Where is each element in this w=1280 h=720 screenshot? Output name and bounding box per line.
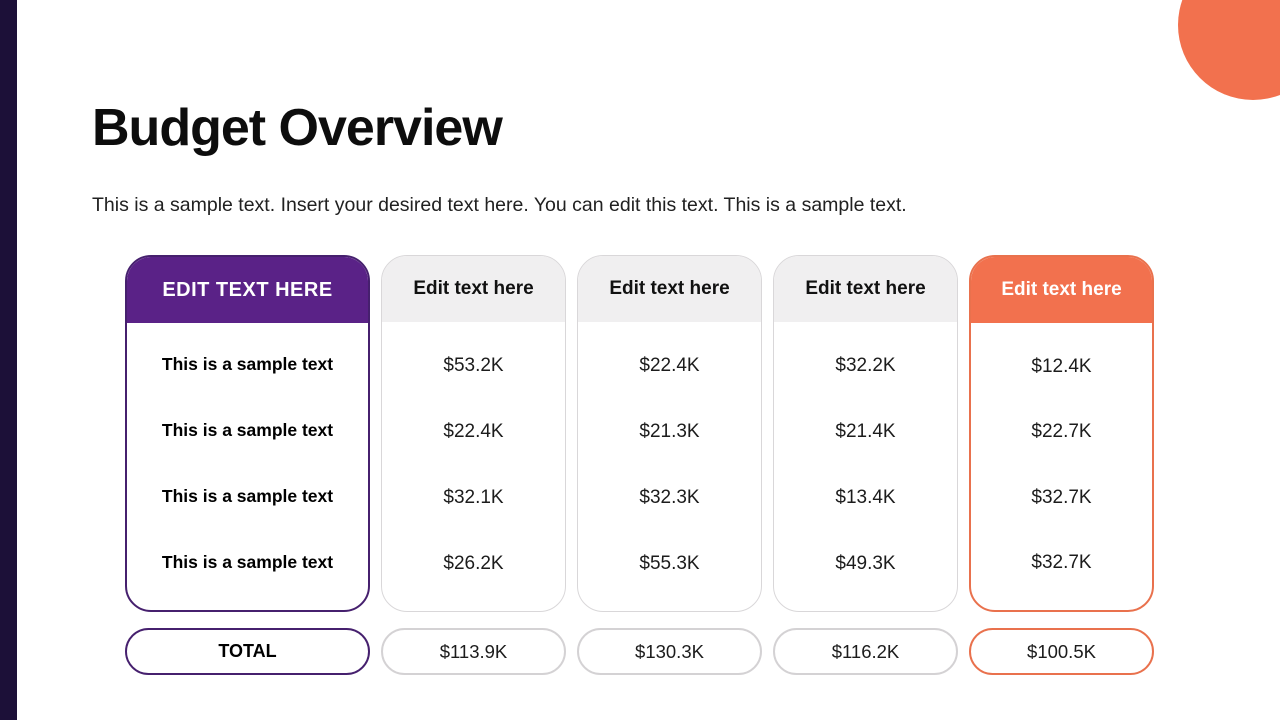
- value-cell: $55.3K: [639, 553, 700, 574]
- value-column-body: $22.4K $21.3K $32.3K $55.3K: [578, 325, 761, 611]
- total-value-pill: $100.5K: [969, 628, 1154, 675]
- label-column-body: This is a sample text This is a sample te…: [127, 323, 368, 610]
- value-column: Edit text here $32.2K $21.4K $13.4K $49.3K: [773, 255, 958, 612]
- label-cell: This is a sample text: [161, 552, 334, 573]
- budget-table: EDIT TEXT HERE This is a sample text This…: [125, 255, 1154, 675]
- value-cell: $32.7K: [1031, 486, 1092, 508]
- value-cell: $12.4K: [1031, 355, 1092, 377]
- corner-circle-decoration: [1178, 0, 1280, 100]
- page-title: Budget Overview: [92, 99, 503, 157]
- value-column: Edit text here $12.4K $22.7K $32.7K $32.7K: [969, 255, 1154, 612]
- total-value-pill: $113.9K: [381, 628, 566, 675]
- label-column-header: EDIT TEXT HERE: [127, 257, 368, 323]
- value-column-header: Edit text here: [578, 256, 761, 325]
- label-cell: This is a sample text: [161, 419, 334, 440]
- total-value-pill: $130.3K: [577, 628, 762, 675]
- value-cell: $22.7K: [1031, 421, 1092, 443]
- value-cell: $21.4K: [835, 421, 896, 442]
- total-value-pill: $116.2K: [773, 628, 958, 675]
- value-column-header: Edit text here: [774, 256, 957, 325]
- label-cell: This is a sample text: [161, 353, 334, 374]
- value-column-body: $12.4K $22.7K $32.7K $32.7K: [971, 326, 1152, 610]
- value-column-body: $32.2K $21.4K $13.4K $49.3K: [774, 325, 957, 611]
- table-totals-row: TOTAL $113.9K $130.3K $116.2K $100.5K: [125, 628, 1154, 675]
- value-cell: $32.3K: [639, 487, 700, 508]
- value-cell: $22.4K: [443, 421, 504, 442]
- value-column: Edit text here $53.2K $22.4K $32.1K $26.2K: [381, 255, 566, 612]
- value-cell: $32.2K: [835, 355, 896, 376]
- left-accent-bar: [0, 0, 17, 720]
- value-cell: $32.1K: [443, 487, 504, 508]
- slide-subtitle: This is a sample text. Insert your desir…: [92, 194, 907, 216]
- value-column-header: Edit text here: [382, 256, 565, 325]
- value-cell: $22.4K: [639, 355, 700, 376]
- total-label-pill: TOTAL: [125, 628, 370, 675]
- value-column: Edit text here $22.4K $21.3K $32.3K $55.3K: [577, 255, 762, 612]
- value-cell: $13.4K: [835, 487, 896, 508]
- value-cell: $26.2K: [443, 553, 504, 574]
- value-cell: $49.3K: [835, 553, 896, 574]
- value-column-header: Edit text here: [971, 257, 1152, 326]
- value-cell: $21.3K: [639, 421, 700, 442]
- label-column: EDIT TEXT HERE This is a sample text This…: [125, 255, 370, 612]
- value-cell: $53.2K: [443, 355, 504, 376]
- value-column-body: $53.2K $22.4K $32.1K $26.2K: [382, 325, 565, 611]
- label-cell: This is a sample text: [161, 486, 334, 507]
- table-columns-row: EDIT TEXT HERE This is a sample text This…: [125, 255, 1154, 612]
- value-cell: $32.7K: [1031, 552, 1092, 574]
